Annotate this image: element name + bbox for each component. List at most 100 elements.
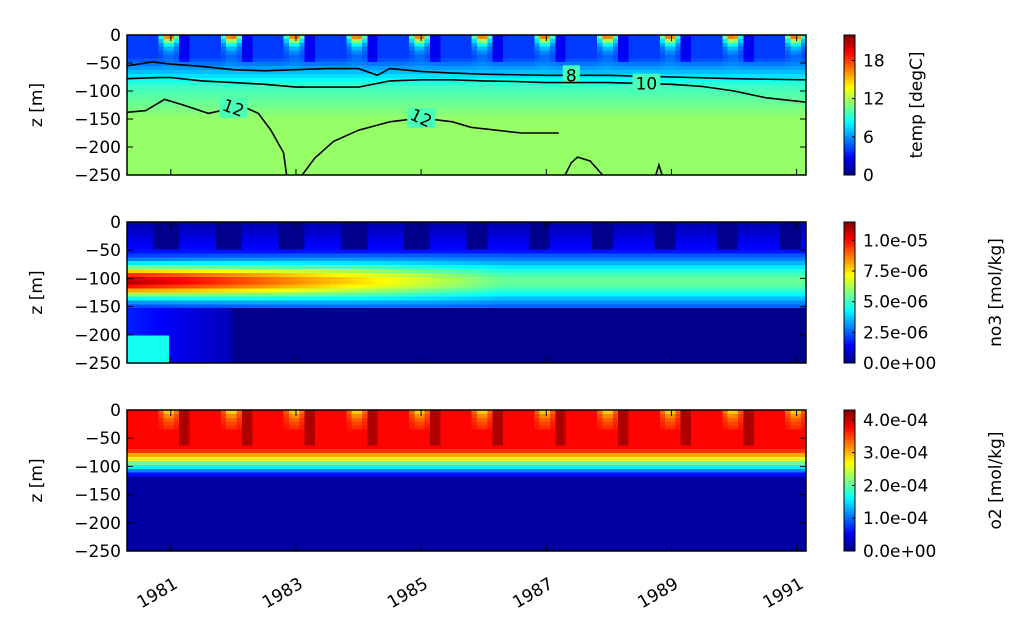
heatmap-cell bbox=[743, 85, 750, 91]
heatmap-cell bbox=[597, 35, 603, 40]
heatmap-cell bbox=[513, 46, 520, 52]
heatmap-cell bbox=[476, 105, 483, 110]
heatmap-cell bbox=[142, 347, 149, 352]
heatmap-cell bbox=[241, 143, 248, 149]
heatmap-cell bbox=[132, 323, 139, 329]
heatmap-cell bbox=[497, 101, 504, 106]
heatmap-cell bbox=[356, 73, 363, 79]
heatmap-cell bbox=[262, 85, 269, 91]
heatmap-cell bbox=[612, 171, 619, 176]
heatmap-cell bbox=[503, 155, 509, 161]
heatmap-cell bbox=[482, 147, 488, 153]
heatmap-cell bbox=[231, 128, 238, 133]
heatmap-cell bbox=[654, 155, 661, 161]
heatmap-cell bbox=[132, 70, 139, 75]
heatmap-cell bbox=[628, 46, 635, 52]
heatmap-cell bbox=[372, 66, 379, 71]
heatmap-cell bbox=[309, 46, 316, 52]
heatmap-cell bbox=[576, 167, 582, 172]
heatmap-cell bbox=[346, 108, 353, 114]
heatmap-cell bbox=[388, 70, 394, 75]
heatmap-cell bbox=[591, 147, 598, 153]
heatmap-cell bbox=[335, 116, 342, 122]
heatmap-cell bbox=[675, 101, 682, 106]
heatmap-cell bbox=[638, 101, 645, 106]
heatmap-cell bbox=[315, 54, 321, 59]
heatmap-cell bbox=[482, 128, 488, 133]
heatmap-cell bbox=[142, 296, 149, 301]
heatmap-cell bbox=[764, 89, 771, 94]
heatmap-cell bbox=[194, 132, 201, 137]
heatmap-cell bbox=[659, 167, 666, 172]
heatmap-cell bbox=[482, 105, 488, 110]
heatmap-cell bbox=[335, 105, 342, 110]
heatmap-cell bbox=[748, 147, 755, 153]
heatmap-cell bbox=[147, 151, 154, 157]
heatmap-cell bbox=[597, 50, 603, 56]
heatmap-cell bbox=[158, 249, 165, 254]
heatmap-cell bbox=[393, 35, 400, 40]
heatmap-cell bbox=[670, 120, 677, 126]
heatmap-cell bbox=[309, 167, 316, 172]
heatmap-cell bbox=[732, 73, 739, 79]
heatmap-cell bbox=[158, 167, 165, 172]
heatmap-cell bbox=[523, 124, 530, 129]
heatmap-cell bbox=[372, 155, 379, 161]
heatmap-cell bbox=[795, 120, 802, 126]
heatmap-cell bbox=[174, 155, 180, 161]
heatmap-cell bbox=[738, 97, 744, 102]
heatmap-cell bbox=[732, 50, 739, 56]
heatmap-cell bbox=[738, 85, 744, 91]
heatmap-cell bbox=[236, 128, 243, 133]
heatmap-cell bbox=[529, 167, 535, 172]
heatmap-cell bbox=[623, 124, 630, 129]
heatmap-cell bbox=[654, 132, 661, 137]
heatmap-cell bbox=[215, 73, 222, 79]
heatmap-cell bbox=[732, 171, 739, 176]
plot-frame bbox=[126, 34, 807, 176]
heatmap-cell bbox=[153, 54, 159, 59]
heatmap-cell bbox=[210, 77, 217, 83]
heatmap-cell bbox=[403, 108, 410, 114]
heatmap-cell bbox=[628, 50, 635, 56]
heatmap-cell bbox=[200, 58, 206, 63]
heatmap-cell bbox=[179, 73, 186, 79]
heatmap-cell bbox=[205, 46, 212, 52]
heatmap-cell bbox=[278, 163, 285, 168]
heatmap-cell bbox=[576, 163, 582, 168]
heatmap-cell bbox=[247, 140, 253, 145]
heatmap-cell bbox=[127, 58, 133, 63]
heatmap-cell bbox=[738, 58, 744, 63]
heatmap-cell bbox=[127, 101, 133, 106]
heatmap-cell bbox=[471, 136, 478, 141]
heatmap-cell bbox=[649, 46, 656, 52]
heatmap-cell bbox=[179, 116, 186, 122]
heatmap-cell bbox=[555, 66, 562, 71]
heatmap-cell bbox=[445, 155, 452, 161]
heatmap-cell bbox=[194, 120, 201, 126]
heatmap-cell bbox=[158, 143, 165, 149]
heatmap-cell bbox=[147, 50, 154, 56]
heatmap-cell bbox=[555, 73, 562, 79]
heatmap-cell bbox=[236, 89, 243, 94]
heatmap-cell bbox=[466, 35, 473, 40]
heatmap-cell bbox=[257, 108, 264, 114]
colorbar-tick-label: 18 bbox=[863, 51, 885, 71]
heatmap-cell bbox=[194, 58, 201, 63]
heatmap-cell bbox=[743, 128, 750, 133]
heatmap-cell bbox=[550, 50, 556, 56]
heatmap-cell bbox=[607, 81, 614, 87]
heatmap-cell bbox=[382, 163, 389, 168]
heatmap-cell bbox=[565, 58, 572, 63]
heatmap-cell bbox=[466, 97, 473, 102]
heatmap-cell bbox=[330, 97, 337, 102]
heatmap-cell bbox=[440, 132, 447, 137]
heatmap-cell bbox=[294, 143, 300, 149]
heatmap-cell bbox=[675, 54, 682, 59]
heatmap-cell bbox=[795, 147, 802, 153]
heatmap-cell bbox=[628, 112, 635, 118]
heatmap-cell bbox=[617, 167, 624, 172]
heatmap-cell bbox=[456, 112, 462, 118]
heatmap-cell bbox=[325, 101, 332, 106]
heatmap-cell bbox=[628, 140, 635, 145]
